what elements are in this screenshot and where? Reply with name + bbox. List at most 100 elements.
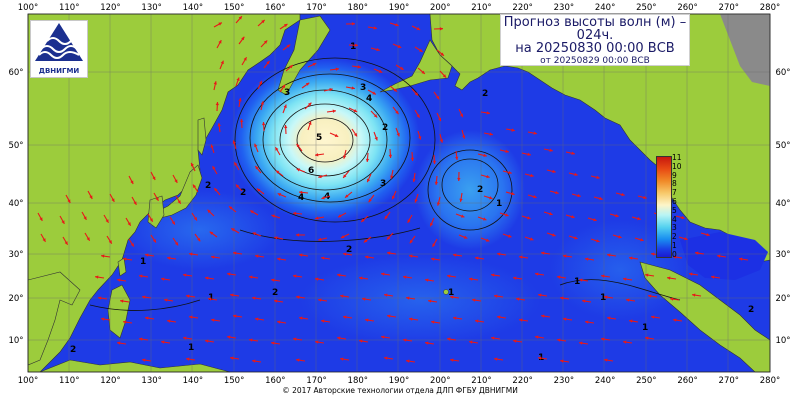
wave-arrow-head [208,297,212,301]
wave-arrow-head [359,339,363,343]
wave-arrow-head [432,160,437,164]
wave-arrow-head [42,238,46,242]
wave-arrow-head [254,143,258,148]
wave-arrow-head [243,57,247,61]
wave-arrow-head [469,340,473,344]
wave-arrow-head [511,192,515,196]
wave-arrow-head [560,359,564,363]
latitude-label: 30° [775,250,790,260]
wave-arrow-head [261,19,265,24]
wave-arrow-head [315,216,319,220]
wave-arrow-head [549,148,553,152]
wave-arrow-head [241,36,245,41]
wave-arrow-head [217,123,221,127]
wave-arrow-head [475,319,479,323]
wave-arrow-head [431,320,435,324]
wave-arrow-head [571,215,575,219]
wave-arrow-head [494,294,498,298]
scale-label: 2 [672,232,677,242]
contour-label: 3 [360,83,366,93]
wave-arrow-head [142,358,146,362]
contour-label: 1 [140,257,146,267]
wave-arrow-head [604,295,608,299]
wave-arrow-head [403,275,407,279]
wave-arrow-head [472,298,476,302]
land-asia [27,13,301,373]
wave-arrow-head [450,358,454,362]
wave-arrow-head [161,340,165,344]
wave-arrow-head [419,48,423,52]
contour-label: 1 [350,42,356,52]
wave-arrow-head [432,243,436,247]
wave-arrow-head [186,357,190,361]
longitude-label: 100° [18,376,38,386]
longitude-label: 180° [348,3,368,13]
wave-arrow-head [299,190,303,195]
wave-arrow-head [450,295,454,299]
wave-arrow-head [604,358,608,362]
wave-arrow-head [538,356,542,360]
contour-label: 1 [448,288,454,298]
wave-arrow-head [164,298,168,302]
wave-arrow-head [127,222,131,226]
wave-arrow-head [505,149,509,153]
wave-arrow-head [161,277,165,281]
longitude-label: 270° [719,376,739,386]
wave-arrow-head [130,180,134,184]
wave-arrow-head [425,278,429,282]
contour-label: 2 [382,123,388,133]
scale-label: 11 [672,153,682,162]
wave-arrow-head [266,60,270,65]
graticule [27,14,771,372]
wave-arrow-head [361,218,365,222]
wave-arrow-head [549,212,553,216]
wave-arrow-head [381,272,385,276]
longitude-label: 220° [512,376,532,386]
wave-arrow-head [256,188,261,192]
wave-arrow-head [519,255,523,259]
longitude-label: 190° [389,376,409,386]
latitude-label: 40° [775,199,790,209]
wave-arrow-head [343,252,347,256]
contour-label: 2 [346,245,352,255]
wave-arrow-head [519,318,523,322]
wave-arrow-head [387,251,391,255]
wave-arrow-head [186,294,190,298]
wave-arrow-head [535,272,539,276]
wave-arrow-head [462,135,466,139]
contour-label: 2 [477,185,483,195]
longitude-label: 260° [677,376,697,386]
wave-arrow-head [354,43,358,47]
wave-arrow-head [414,199,418,203]
wave-arrow-head [342,155,347,159]
longitude-label: 200° [430,376,450,386]
wave-arrow-head [557,275,561,279]
wave-arrow-head [416,27,421,31]
wave-arrow-head [497,252,501,256]
wave-arrow-head [211,255,215,259]
wave-arrow-head [491,336,495,340]
contour-label: 5 [316,133,322,143]
wave-arrow-head [296,358,300,362]
wave-arrow-head [607,253,611,257]
wave-arrow-head [621,192,625,197]
wave-arrow-head [275,170,280,174]
wave-arrow-head [645,336,649,340]
wave-arrow-head [366,178,371,183]
wave-arrow-head [460,214,465,218]
wave-arrow-head [483,217,487,221]
wave-arrow-head [218,22,222,26]
contour-label: 1 [642,323,648,333]
wave-arrow-head [485,238,490,242]
wave-arrow-head [190,162,194,167]
wave-arrow-head [238,16,242,20]
wave-arrow-head [67,199,71,203]
wave-arrow-head [174,179,178,183]
wave-arrow-head [283,23,288,28]
wave-arrow-head [214,188,218,192]
wave-arrow-head [101,317,105,321]
wave-arrow-head [149,218,153,222]
wave-arrow-head [491,273,495,277]
wave-arrow-head [133,201,137,205]
wave-arrow-head [255,254,259,258]
